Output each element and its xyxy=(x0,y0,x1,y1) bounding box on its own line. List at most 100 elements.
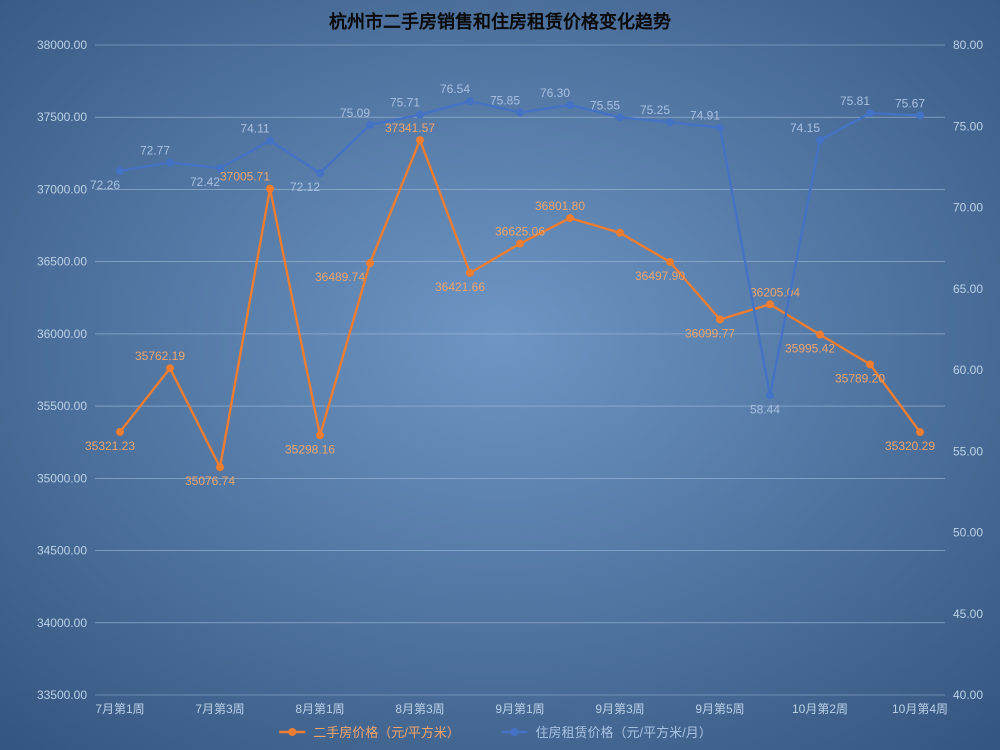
series-marker xyxy=(766,300,774,308)
data-label: 36205.04 xyxy=(750,285,800,299)
x-tick-label: 9月第5周 xyxy=(695,702,744,716)
series-marker xyxy=(166,364,174,372)
data-label: 75.71 xyxy=(390,96,420,110)
data-label: 35321.23 xyxy=(85,439,135,453)
data-label: 36099.77 xyxy=(685,326,735,340)
data-label: 75.85 xyxy=(490,93,520,107)
y-left-tick-label: 35500.00 xyxy=(37,399,87,413)
y-left-tick-label: 37500.00 xyxy=(37,110,87,124)
data-label: 35298.16 xyxy=(285,442,335,456)
data-label: 37005.71 xyxy=(220,170,270,184)
data-label: 74.15 xyxy=(790,121,820,135)
data-label: 37341.57 xyxy=(385,121,435,135)
series-marker xyxy=(516,240,524,248)
y-right-tick-label: 55.00 xyxy=(953,444,983,458)
data-label: 35076.74 xyxy=(185,474,235,488)
series-marker xyxy=(566,101,574,109)
data-label: 36489.74 xyxy=(315,270,365,284)
data-label: 72.26 xyxy=(90,178,120,192)
data-label: 36625.06 xyxy=(495,225,545,239)
y-left-tick-label: 34500.00 xyxy=(37,544,87,558)
x-tick-label: 10月第4周 xyxy=(892,702,948,716)
data-label: 35320.29 xyxy=(885,439,935,453)
chart-title: 杭州市二手房销售和住房租赁价格变化趋势 xyxy=(329,11,671,32)
data-label: 75.09 xyxy=(340,106,370,120)
series-marker xyxy=(716,315,724,323)
series-marker xyxy=(616,229,624,237)
y-left-tick-label: 34000.00 xyxy=(37,616,87,630)
series-marker xyxy=(866,360,874,368)
data-label: 58.44 xyxy=(750,402,780,416)
data-label: 72.77 xyxy=(140,143,170,157)
series-marker xyxy=(266,137,274,145)
legend-label: 二手房价格（元/平方米） xyxy=(313,725,460,740)
chart-svg: 杭州市二手房销售和住房租赁价格变化趋势 33500.00 34000.00 34500… xyxy=(0,0,1000,750)
series-marker xyxy=(116,428,124,436)
series-marker xyxy=(566,214,574,222)
y-left-tick-label: 36000.00 xyxy=(37,327,87,341)
series-marker xyxy=(316,431,324,439)
series-marker xyxy=(666,258,674,266)
series-marker xyxy=(116,167,124,175)
legend-swatch-marker xyxy=(510,728,518,736)
series-marker xyxy=(416,136,424,144)
y-left-tick-label: 33500.00 xyxy=(37,688,87,702)
series-marker xyxy=(516,108,524,116)
y-left-tick-label: 38000.00 xyxy=(37,38,87,52)
x-tick-label: 10月第2周 xyxy=(792,702,848,716)
series-marker xyxy=(916,428,924,436)
data-label: 75.81 xyxy=(840,94,870,108)
y-right-tick-label: 50.00 xyxy=(953,526,983,540)
data-label: 36801.80 xyxy=(535,199,585,213)
series-marker xyxy=(816,136,824,144)
y-right-tick-label: 70.00 xyxy=(953,201,983,215)
y-right-tick-label: 40.00 xyxy=(953,688,983,702)
series-marker xyxy=(216,164,224,172)
data-label: 74.11 xyxy=(240,122,269,136)
x-tick-label: 8月第1周 xyxy=(295,702,344,716)
data-label: 75.55 xyxy=(590,98,620,112)
data-label: 72.42 xyxy=(190,175,220,189)
y-right-tick-label: 75.00 xyxy=(953,119,983,133)
legend-swatch-marker xyxy=(288,728,296,736)
x-tick-label: 8月第3周 xyxy=(395,702,444,716)
x-tick-label: 7月第3周 xyxy=(195,702,244,716)
data-label: 76.54 xyxy=(440,82,470,96)
y-right-tick-label: 45.00 xyxy=(953,607,983,621)
data-label: 35762.19 xyxy=(135,349,185,363)
series-marker xyxy=(416,111,424,119)
y-right-tick-label: 60.00 xyxy=(953,363,983,377)
y-right-tick-label: 80.00 xyxy=(953,38,983,52)
series-marker xyxy=(466,97,474,105)
x-tick-label: 9月第1周 xyxy=(495,702,544,716)
series-marker xyxy=(266,185,274,193)
series-marker xyxy=(366,121,374,129)
data-label: 35789.20 xyxy=(835,371,885,385)
series-marker xyxy=(366,259,374,267)
series-marker xyxy=(816,331,824,339)
data-label: 74.91 xyxy=(690,109,720,123)
series-marker xyxy=(616,113,624,121)
series-marker xyxy=(466,269,474,277)
y-left-tick-label: 35000.00 xyxy=(37,471,87,485)
series-marker xyxy=(166,158,174,166)
x-tick-label: 7月第1周 xyxy=(95,702,144,716)
series-marker xyxy=(216,463,224,471)
x-tick-label: 9月第3周 xyxy=(595,702,644,716)
data-label: 36497.90 xyxy=(635,269,685,283)
y-right-tick-label: 65.00 xyxy=(953,282,983,296)
y-left-tick-label: 36500.00 xyxy=(37,255,87,269)
data-label: 35995.42 xyxy=(785,342,835,356)
chart-container: 杭州市二手房销售和住房租赁价格变化趋势 33500.00 34000.00 34500… xyxy=(0,0,1000,750)
series-marker xyxy=(766,391,774,399)
data-label: 75.25 xyxy=(640,103,670,117)
data-label: 76.30 xyxy=(540,86,570,100)
data-label: 75.67 xyxy=(895,96,925,110)
y-left-tick-label: 37000.00 xyxy=(37,182,87,196)
data-label: 36421.66 xyxy=(435,280,485,294)
legend-label: 住房租赁价格（元/平方米/月） xyxy=(535,725,711,740)
series-marker xyxy=(316,169,324,177)
series-marker xyxy=(866,109,874,117)
series-marker xyxy=(916,111,924,119)
data-label: 72.12 xyxy=(290,180,320,194)
